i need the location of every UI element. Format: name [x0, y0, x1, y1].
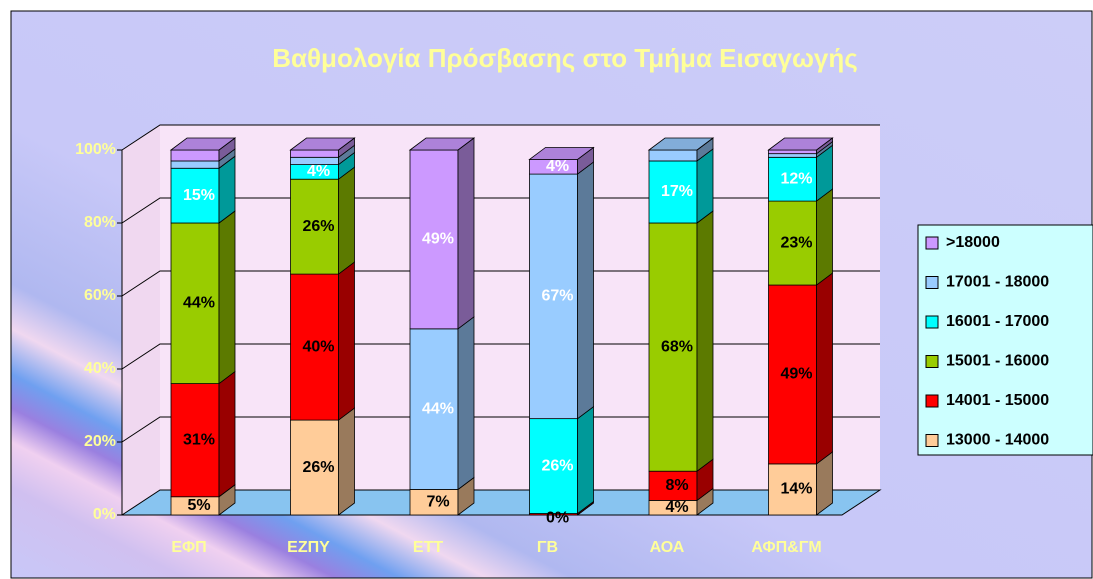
bar-top	[289, 137, 356, 151]
bar-segment	[768, 200, 817, 286]
bar-side	[577, 161, 594, 420]
bar-segment	[648, 149, 698, 162]
bar-side	[218, 210, 236, 385]
x-tick-label: ΕΤΤ	[413, 539, 443, 556]
data-label: 4%	[307, 163, 330, 180]
bar-segment	[170, 167, 220, 224]
bar-side	[457, 137, 475, 330]
bar-segment	[768, 153, 817, 158]
legend-swatch	[925, 394, 939, 408]
x-tick-label: ΕΖΠΥ	[287, 539, 330, 556]
x-tick-label: ΑΟΑ	[650, 539, 685, 556]
bar-segment	[768, 156, 817, 202]
bar-side	[696, 148, 714, 224]
bar-side	[816, 188, 833, 286]
data-label: 23%	[780, 234, 812, 251]
bar-side	[338, 261, 355, 421]
data-label: 44%	[183, 295, 215, 312]
bar-segment	[529, 418, 578, 514]
bar-side	[457, 316, 475, 491]
bar-segment	[768, 284, 817, 465]
legend-label: >18000	[946, 234, 1000, 251]
bar-top	[408, 137, 476, 151]
data-label: 44%	[422, 400, 454, 417]
floor	[120, 489, 882, 516]
bar-segment	[170, 383, 220, 498]
data-label: 5%	[187, 497, 210, 514]
bar-top	[767, 137, 834, 151]
y-tick-label: 20%	[84, 433, 116, 450]
bar-segment	[170, 222, 220, 385]
legend-swatch	[925, 355, 939, 368]
data-label: 17%	[661, 183, 693, 200]
bar-top	[647, 137, 715, 151]
x-tick-label: ΑΦΠ&ΓΜ	[751, 539, 821, 556]
legend-label: 13000 - 14000	[946, 432, 1049, 449]
data-label: 12%	[780, 170, 812, 187]
x-tick-label: ΓΒ	[537, 539, 558, 556]
data-label: 26%	[541, 457, 573, 474]
bar-side	[816, 272, 833, 465]
y-tick-label: 80%	[84, 214, 116, 231]
bar-segment	[409, 328, 459, 490]
bar-segment	[290, 149, 339, 158]
bar-side	[338, 166, 355, 275]
bar-segment	[170, 160, 220, 169]
y-tick-label: 0%	[93, 506, 116, 523]
legend	[917, 224, 1093, 456]
bar-side	[696, 210, 714, 473]
legend-label: 15001 - 16000	[946, 353, 1049, 370]
data-label: 68%	[661, 338, 693, 355]
chart-title: Βαθμολογία Πρόσβασης στο Τμήμα Εισαγωγής	[272, 43, 858, 73]
bar-segment	[290, 178, 339, 275]
data-label: 26%	[302, 218, 334, 235]
x-tick-label: ΕΦΠ	[171, 539, 206, 556]
data-label: 67%	[541, 288, 573, 305]
y-tick-label: 100%	[75, 141, 116, 158]
side-wall	[122, 125, 160, 515]
legend-swatch	[925, 236, 939, 250]
data-label: 7%	[426, 493, 449, 510]
bar-segment	[290, 419, 339, 516]
data-label: 15%	[183, 187, 215, 204]
legend-label: 16001 - 17000	[946, 313, 1049, 330]
data-label: 31%	[183, 431, 215, 448]
y-tick-label: 60%	[84, 287, 116, 304]
grid-line	[121, 197, 880, 224]
bar-top	[528, 147, 595, 160]
bar-side	[218, 370, 236, 498]
data-label: 4%	[546, 158, 569, 175]
data-label: 49%	[422, 231, 454, 248]
bar-segment	[768, 149, 817, 155]
bar-segment	[409, 489, 459, 516]
bar-segment	[648, 470, 698, 501]
data-label: 14%	[780, 481, 812, 498]
grid-line	[121, 416, 880, 443]
data-label: 4%	[665, 499, 688, 516]
grid-line	[121, 124, 880, 151]
y-tick-label: 40%	[84, 360, 116, 377]
grid-line	[121, 343, 880, 370]
legend-label: 17001 - 18000	[946, 274, 1049, 291]
legend-swatch	[925, 276, 939, 289]
bar-segment	[170, 149, 220, 162]
bar-side	[577, 405, 594, 515]
legend-swatch	[925, 315, 939, 329]
bar-side	[338, 407, 355, 516]
data-label: 0%	[546, 509, 569, 526]
data-label: 40%	[302, 338, 334, 355]
legend-label: 14001 - 15000	[946, 392, 1049, 409]
bar-segment	[409, 149, 459, 330]
data-label: 8%	[665, 477, 688, 494]
legend-swatch	[925, 434, 939, 447]
data-label: 26%	[302, 459, 334, 476]
grid-line	[121, 270, 880, 297]
data-label: 49%	[780, 366, 812, 383]
bar-top	[169, 137, 237, 151]
